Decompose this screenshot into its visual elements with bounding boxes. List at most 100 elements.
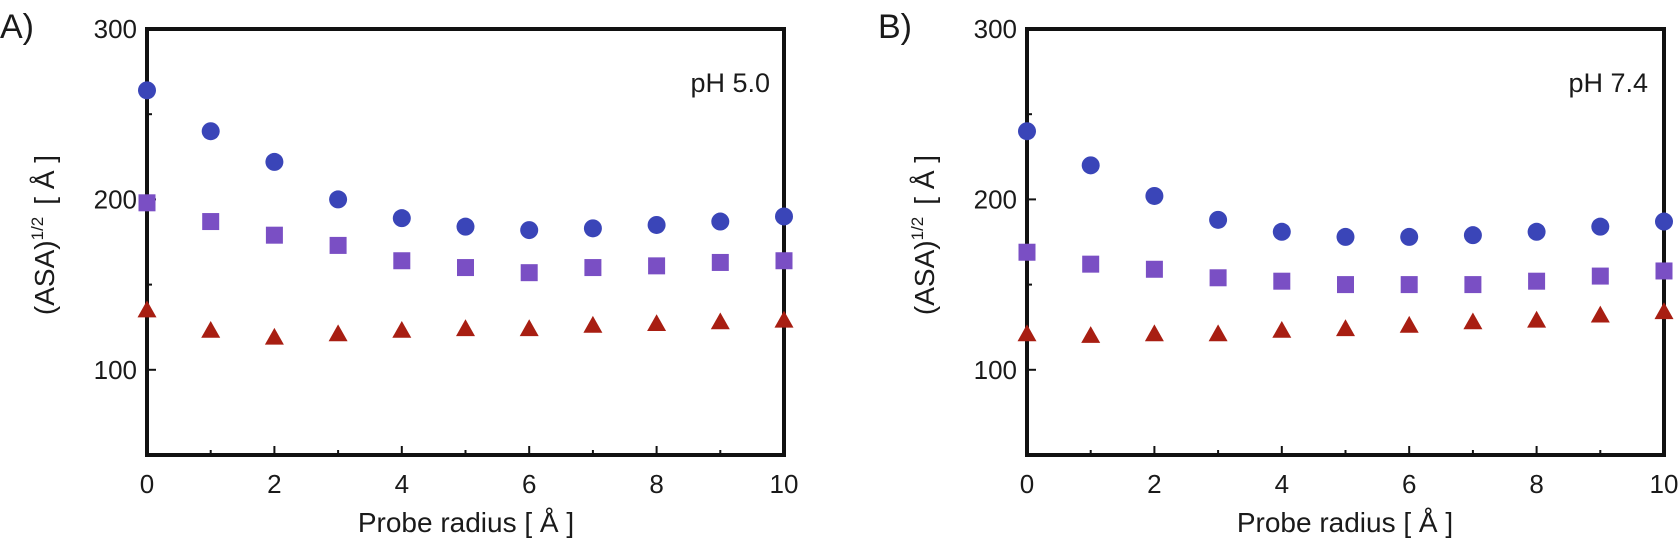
square-marker <box>1337 276 1354 294</box>
panel-label: A) <box>0 8 34 46</box>
x-tick-label: 8 <box>649 469 663 499</box>
triangle-marker <box>519 319 539 337</box>
x-tick-label: 0 <box>1020 469 1034 499</box>
y-tick-label: 200 <box>94 184 137 214</box>
y-axis-title-unit: [ Å ] <box>909 155 940 205</box>
square-marker <box>1273 272 1291 290</box>
triangle-marker <box>1590 305 1610 323</box>
square-marker <box>1655 262 1673 280</box>
ph-annotation: pH 7.4 <box>1568 68 1648 98</box>
x-tick-label: 6 <box>1402 469 1416 499</box>
triangle-marker <box>1272 321 1292 338</box>
panel-b: B) pH 7.4 Probe radius [ Å ] (ASA)1/2 [ Å… <box>878 8 1678 538</box>
triangle-marker <box>1654 302 1674 320</box>
square-marker <box>584 259 602 277</box>
panel-a: A) pH 5.0 Probe radius [ Å ] (ASA)1/2 [ Å… <box>0 8 798 538</box>
triangle-marker <box>1081 326 1101 343</box>
circle-marker <box>775 207 793 226</box>
circle-marker <box>265 152 284 171</box>
triangle-marker <box>583 315 603 333</box>
triangle-marker <box>1399 315 1419 333</box>
circle-marker <box>1272 222 1291 241</box>
circle-marker <box>456 217 475 236</box>
circle-marker <box>201 122 220 141</box>
circle-marker <box>1591 217 1610 236</box>
square-marker <box>648 257 666 275</box>
square-marker <box>265 226 283 244</box>
square-marker <box>329 236 347 254</box>
y-tick-label: 100 <box>94 355 137 385</box>
triangle-marker <box>774 310 794 328</box>
square-marker <box>202 213 220 231</box>
square-marker <box>775 252 793 270</box>
circle-marker <box>1018 122 1036 141</box>
triangle-marker <box>1336 319 1355 337</box>
y-axis-title: (ASA)1/2 [ Å ] <box>28 155 60 315</box>
circle-marker <box>647 215 666 234</box>
circle-marker <box>1145 186 1164 205</box>
circle-marker <box>1081 156 1100 175</box>
circle-marker <box>1655 212 1673 231</box>
x-tick-label: 0 <box>140 469 154 499</box>
circle-marker <box>138 81 156 100</box>
circle-marker <box>1400 227 1419 246</box>
triangle-marker <box>647 314 667 331</box>
triangle-marker <box>392 321 412 338</box>
triangle-marker <box>710 312 730 330</box>
x-tick-label: 2 <box>267 469 281 499</box>
x-tick-label: 10 <box>1650 469 1679 499</box>
square-marker <box>138 194 156 212</box>
triangle-marker <box>1527 310 1547 328</box>
square-marker <box>1591 267 1609 285</box>
square-marker <box>1018 243 1036 261</box>
circle-marker <box>329 190 348 209</box>
square-marker <box>457 259 474 277</box>
circle-marker <box>520 221 539 240</box>
ph-annotation: pH 5.0 <box>690 68 770 98</box>
y-axis-title-unit: [ Å ] <box>29 155 60 205</box>
x-tick-label: 2 <box>1147 469 1161 499</box>
circle-marker <box>1336 227 1355 246</box>
panel-label: B) <box>878 8 912 46</box>
triangle-marker <box>1208 324 1228 342</box>
square-marker <box>1400 276 1418 294</box>
triangle-marker <box>1017 324 1037 342</box>
triangle-marker <box>1463 312 1483 330</box>
circle-marker <box>392 209 411 228</box>
y-axis-title-main: (ASA) <box>909 240 940 315</box>
y-tick-label: 100 <box>974 355 1017 385</box>
square-marker <box>711 253 729 271</box>
y-axis-title-sup: 1/2 <box>908 217 927 241</box>
triangle-marker <box>328 324 348 342</box>
y-axis-title: (ASA)1/2 [ Å ] <box>908 155 940 315</box>
circle-marker <box>711 212 730 231</box>
triangle-marker <box>201 321 221 338</box>
plot-frame <box>145 27 786 457</box>
x-tick-label: 8 <box>1529 469 1543 499</box>
x-tick-label: 4 <box>1275 469 1289 499</box>
triangle-marker <box>456 319 475 337</box>
y-tick-label: 300 <box>94 14 137 44</box>
y-tick-label: 300 <box>974 14 1017 44</box>
square-marker <box>1082 255 1100 273</box>
y-axis-title-main: (ASA) <box>29 240 60 315</box>
square-marker <box>393 252 411 270</box>
triangle-marker <box>1144 324 1164 342</box>
triangle-marker <box>264 327 284 345</box>
x-tick-label: 4 <box>395 469 409 499</box>
square-marker <box>1464 276 1482 294</box>
y-axis-title-sup: 1/2 <box>28 217 47 241</box>
circle-marker <box>1209 210 1228 229</box>
square-marker <box>1209 269 1227 287</box>
square-marker <box>1145 260 1163 278</box>
triangle-marker <box>137 300 157 318</box>
circle-marker <box>1527 222 1546 241</box>
square-marker <box>520 264 538 282</box>
circle-marker <box>1463 226 1482 245</box>
circle-marker <box>583 219 602 238</box>
x-axis-title: Probe radius [ Å ] <box>1237 507 1453 538</box>
y-tick-label: 200 <box>974 184 1017 214</box>
x-tick-label: 6 <box>522 469 536 499</box>
square-marker <box>1528 272 1546 290</box>
